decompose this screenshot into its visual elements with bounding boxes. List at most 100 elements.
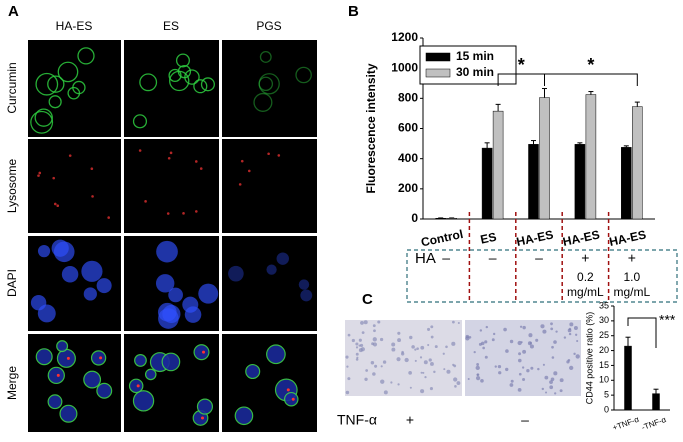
cell xyxy=(430,362,434,366)
cell xyxy=(567,328,572,333)
dot xyxy=(52,176,56,180)
cell xyxy=(480,378,484,383)
bar xyxy=(574,144,586,220)
cell xyxy=(424,376,427,379)
cell xyxy=(363,320,368,325)
cell xyxy=(485,325,489,329)
dot xyxy=(201,416,205,420)
cell xyxy=(521,366,525,369)
cell xyxy=(551,356,555,359)
cell xyxy=(420,345,425,350)
cell xyxy=(404,357,409,363)
cell xyxy=(347,333,351,337)
cell xyxy=(575,333,578,336)
legend-swatch xyxy=(425,68,451,78)
y-tick-label: 15 xyxy=(599,360,609,370)
concentration: 1.0 xyxy=(623,270,640,284)
cell xyxy=(497,364,502,369)
cell xyxy=(193,344,210,361)
dot xyxy=(38,171,42,175)
cell xyxy=(83,370,102,389)
cell xyxy=(430,335,434,339)
condition-label: TNF-α xyxy=(337,412,377,428)
dot xyxy=(138,149,142,152)
condition-sign: + xyxy=(581,250,589,266)
x-tick-label: Control xyxy=(420,227,465,250)
cell xyxy=(456,381,461,385)
cell xyxy=(47,366,65,385)
cell xyxy=(522,325,526,330)
y-tick-label: 200 xyxy=(398,181,418,195)
cell xyxy=(555,330,558,333)
nucleus xyxy=(182,296,199,313)
condition-sign: – xyxy=(489,250,497,266)
cell xyxy=(234,406,254,426)
cell xyxy=(434,345,438,349)
cell xyxy=(184,69,200,85)
x-tick-label: HA-ES xyxy=(515,227,554,248)
cell xyxy=(473,351,476,354)
cell xyxy=(47,394,63,410)
cell xyxy=(414,348,417,351)
y-tick-label: 20 xyxy=(599,345,609,355)
histology-texture xyxy=(345,320,580,395)
dot xyxy=(136,384,140,388)
dot xyxy=(53,202,57,206)
cell xyxy=(397,338,402,343)
cell xyxy=(266,344,286,365)
bar xyxy=(528,144,539,220)
nucleus xyxy=(300,289,313,302)
cell xyxy=(475,375,481,381)
panel-label: B xyxy=(348,3,359,20)
cell xyxy=(422,371,425,374)
cell xyxy=(372,372,376,376)
cell xyxy=(168,68,182,83)
bar xyxy=(492,110,504,220)
cell xyxy=(559,378,564,383)
x-tick-label: ES xyxy=(479,230,498,247)
cell xyxy=(390,381,393,384)
nucleus xyxy=(81,260,103,282)
cell xyxy=(545,391,548,394)
significance-marker: * xyxy=(587,55,594,75)
cell xyxy=(380,365,383,368)
y-tick-label: 35 xyxy=(599,300,609,310)
cell xyxy=(479,329,483,332)
dot xyxy=(199,167,203,170)
legend-swatch xyxy=(425,52,451,62)
significance-marker: * xyxy=(518,55,525,75)
cell xyxy=(526,369,530,373)
cell xyxy=(494,365,497,368)
y-axis-label: CD44 positive ratio (%) xyxy=(584,312,594,405)
dot xyxy=(91,195,94,198)
nucleus xyxy=(168,287,183,303)
cell xyxy=(518,352,522,356)
cell xyxy=(30,110,54,134)
cell xyxy=(345,390,350,395)
cell xyxy=(465,336,470,341)
cell xyxy=(573,352,576,356)
cell xyxy=(416,347,419,351)
bar xyxy=(624,345,632,411)
legend-label: 15 min xyxy=(456,49,494,63)
cell xyxy=(356,356,359,359)
cell xyxy=(476,363,480,366)
row-label: Lysosome xyxy=(5,159,19,214)
y-tick-label: 0 xyxy=(411,211,418,225)
dot xyxy=(90,167,94,171)
cell xyxy=(451,341,456,346)
cell xyxy=(549,385,554,390)
dot xyxy=(247,169,251,173)
cell xyxy=(522,349,527,354)
micrograph xyxy=(124,40,219,137)
cell xyxy=(550,377,555,382)
column-header: HA-ES xyxy=(56,19,93,33)
cell xyxy=(480,341,485,346)
column-header: PGS xyxy=(256,19,281,33)
cell xyxy=(446,369,451,374)
nucleus xyxy=(198,283,219,304)
cell xyxy=(540,324,545,329)
cell xyxy=(397,383,400,386)
cell xyxy=(482,346,485,350)
dot xyxy=(194,160,198,163)
